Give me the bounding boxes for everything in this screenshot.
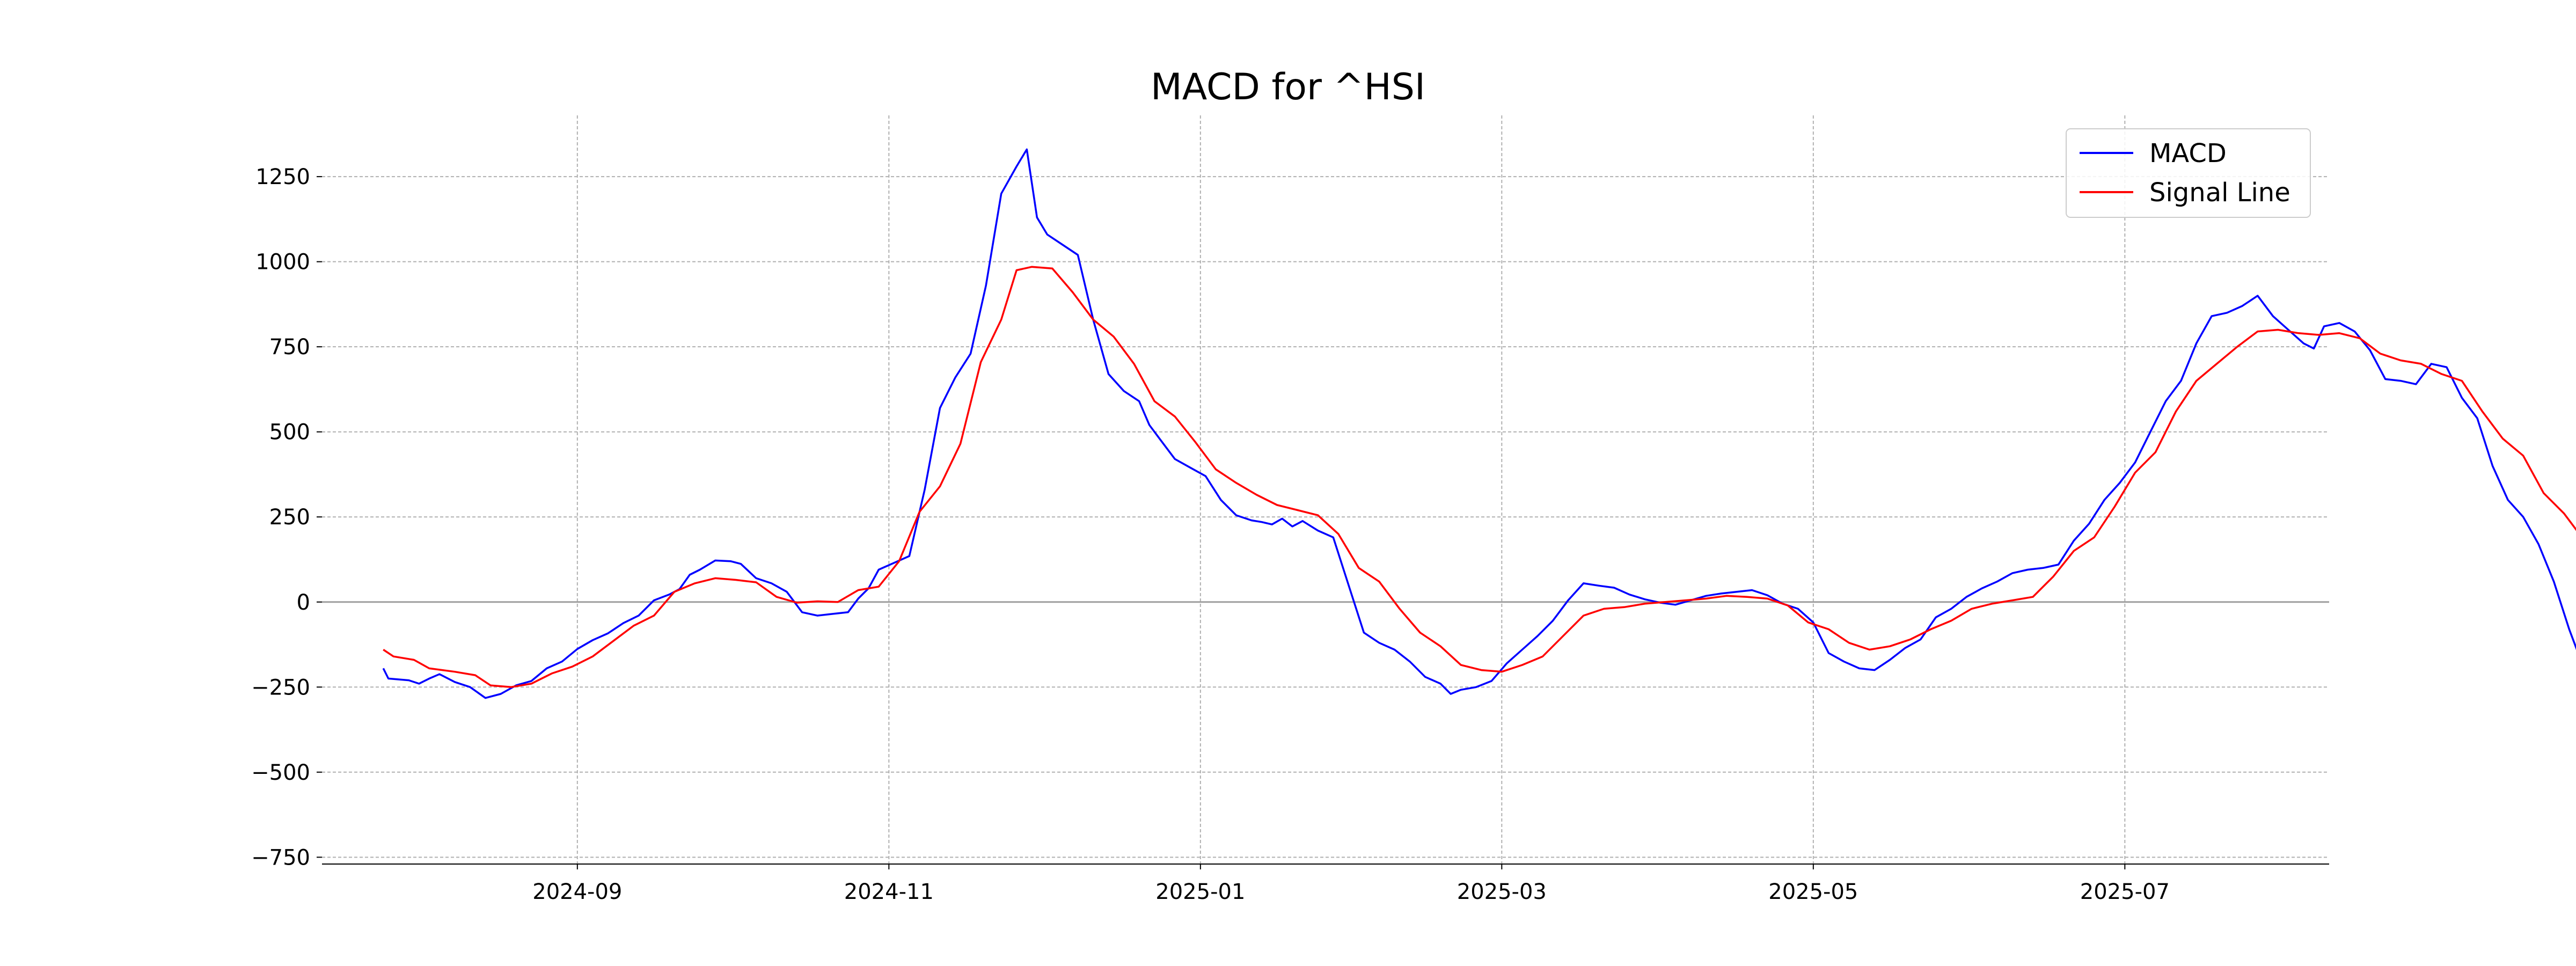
x-tick-label: 2024-09: [532, 880, 622, 904]
axes-layer: −750 −500 −250 0 250 500 750 1000 1250 2024-09 202…: [251, 165, 2329, 904]
series-layer: [382, 148, 2576, 699]
y-tick-label: 250: [269, 505, 310, 530]
x-tick-label: 2025-07: [2080, 880, 2170, 904]
legend-box: [2066, 128, 2311, 218]
x-tick-label: 2025-03: [1457, 880, 1547, 904]
x-tick-label: 2024-11: [844, 880, 934, 904]
chart-legend: MACD Signal Line: [2066, 128, 2311, 218]
y-tick-label: −250: [251, 675, 310, 700]
x-tick-label: 2025-01: [1155, 880, 1245, 904]
legend-label-macd: MACD: [2149, 138, 2227, 169]
y-tick-label: 750: [269, 335, 310, 360]
legend-label-signal-line: Signal Line: [2149, 178, 2290, 208]
signal-line-series-line: [383, 266, 2576, 689]
macd-series-line: [382, 148, 2576, 699]
grid-layer: [322, 115, 2329, 864]
y-tick-label: 0: [297, 590, 310, 615]
y-tick-label: 1250: [255, 165, 310, 189]
x-tick-label: 2025-05: [1768, 880, 1858, 904]
y-tick-label: −500: [251, 760, 310, 785]
chart-title: MACD for ^HSI: [1151, 66, 1425, 108]
y-tick-label: 500: [269, 420, 310, 445]
y-tick-label: −750: [251, 845, 310, 870]
y-tick-label: 1000: [255, 250, 310, 275]
